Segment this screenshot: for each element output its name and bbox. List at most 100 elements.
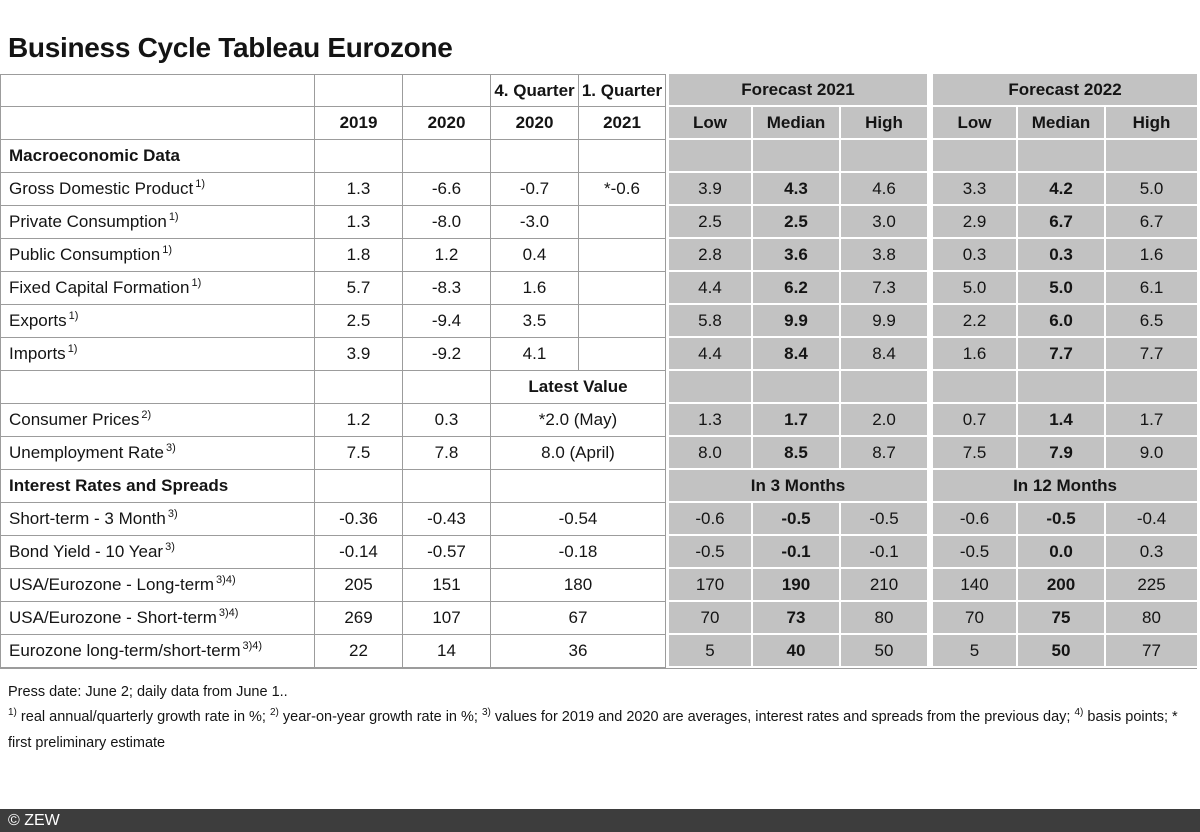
value-cell	[579, 305, 666, 338]
row-label-text: Consumer Prices	[9, 410, 140, 429]
value-cell: 0.3	[403, 404, 491, 437]
forecast-cell: 0.3	[929, 239, 1019, 272]
forecast-cell: 4.6	[841, 173, 930, 206]
forecast-cell: 4.3	[753, 173, 841, 206]
value-cell: *-0.6	[579, 173, 666, 206]
latest-value-cell: *2.0 (May)	[491, 404, 666, 437]
forecast-cell: 8.7	[841, 437, 930, 470]
latest-value-cell: 36	[491, 635, 666, 668]
forecast-cell: 5	[929, 635, 1019, 668]
page-title: Business Cycle Tableau Eurozone	[8, 32, 453, 63]
value-cell	[579, 206, 666, 239]
tableau-table-wrap: 4. Quarter 1. Quarter Forecast 2021 Forecas…	[0, 74, 1198, 669]
forecast-cell: 1.7	[1106, 404, 1198, 437]
value-cell	[579, 338, 666, 371]
col-header-high: High	[1106, 107, 1198, 140]
forecast-cell: 9.9	[841, 305, 930, 338]
value-cell: 14	[403, 635, 491, 668]
forecast-cell: 1.7	[753, 404, 841, 437]
in-12-months-header: In 12 Months	[929, 470, 1198, 503]
value-cell: -0.43	[403, 503, 491, 536]
row-label: Eurozone long-term/short-term 3)4)	[0, 635, 315, 668]
value-cell: -0.14	[315, 536, 403, 569]
row-label: Exports 1)	[0, 305, 315, 338]
forecast-cell: 5.8	[666, 305, 753, 338]
forecast-cell: 50	[841, 635, 930, 668]
row-label-text: Short-term - 3 Month	[9, 509, 166, 528]
empty-cell	[579, 140, 666, 173]
forecast-cell: 170	[666, 569, 753, 602]
row-label-sup: 3)4)	[218, 607, 239, 620]
forecast-cell: 190	[753, 569, 841, 602]
section-label: Interest Rates and Spreads	[0, 470, 315, 503]
forecast-cell: 1.4	[1018, 404, 1107, 437]
col-header-high: High	[841, 107, 930, 140]
value-cell: 2.5	[315, 305, 403, 338]
forecast-cell: 210	[841, 569, 930, 602]
forecast-cell: 50	[1018, 635, 1107, 668]
row-label-text: Unemployment Rate	[9, 443, 164, 462]
forecast-cell: 3.0	[841, 206, 930, 239]
value-cell: -9.4	[403, 305, 491, 338]
row-label: Imports 1)	[0, 338, 315, 371]
forecast-empty-cell	[929, 371, 1019, 404]
row-label-sup: 3)	[165, 442, 176, 455]
value-cell: -9.2	[403, 338, 491, 371]
value-cell: 3.9	[315, 338, 403, 371]
value-cell: 1.3	[315, 206, 403, 239]
value-cell: 1.6	[491, 272, 579, 305]
value-cell: 205	[315, 569, 403, 602]
row-label: USA/Eurozone - Long-term 3)4)	[0, 569, 315, 602]
value-cell: 7.5	[315, 437, 403, 470]
row-label: Private Consumption 1)	[0, 206, 315, 239]
row-label-text: Eurozone long-term/short-term	[9, 641, 241, 660]
forecast-cell: 8.5	[753, 437, 841, 470]
value-cell: -0.57	[403, 536, 491, 569]
empty-cell	[403, 371, 491, 404]
forecast-cell: 7.7	[1106, 338, 1198, 371]
forecast-cell: 5.0	[1106, 173, 1198, 206]
forecast-cell: 8.4	[753, 338, 841, 371]
forecast-cell: 225	[1106, 569, 1198, 602]
forecast-empty-cell	[841, 371, 930, 404]
forecast-cell: -0.1	[841, 536, 930, 569]
row-label: Bond Yield - 10 Year 3)	[0, 536, 315, 569]
forecast-cell: 8.4	[841, 338, 930, 371]
forecast-cell: -0.5	[1018, 503, 1107, 536]
forecast-cell: 0.7	[929, 404, 1019, 437]
value-cell: 1.2	[403, 239, 491, 272]
forecast-cell: 6.7	[1018, 206, 1107, 239]
footnote-sup: 1)	[8, 707, 17, 719]
forecast-cell: 7.9	[1018, 437, 1107, 470]
forecast-cell: 5.0	[1018, 272, 1107, 305]
forecast-cell: -0.1	[753, 536, 841, 569]
value-cell: 4.1	[491, 338, 579, 371]
empty-cell	[491, 140, 579, 173]
forecast-cell: 2.9	[929, 206, 1019, 239]
forecast-cell: -0.6	[666, 503, 753, 536]
col-header-blank	[315, 74, 403, 107]
footnote-text: year-on-year growth rate in %;	[278, 709, 482, 726]
copyright-text: © ZEW	[8, 811, 60, 829]
forecast-cell: 0.3	[1018, 239, 1107, 272]
latest-value-cell: 180	[491, 569, 666, 602]
empty-cell	[403, 470, 491, 503]
forecast-empty-cell	[1106, 371, 1198, 404]
value-cell: 0.4	[491, 239, 579, 272]
forecast-cell: -0.5	[666, 536, 753, 569]
value-cell: -8.0	[403, 206, 491, 239]
latest-value-cell: -0.18	[491, 536, 666, 569]
forecast-cell: 80	[841, 602, 930, 635]
row-label-sup: 3)	[165, 541, 175, 554]
empty-cell	[315, 371, 403, 404]
footnote-text: values for 2019 and 2020 are averages, i…	[490, 709, 1075, 726]
forecast-cell: 0.3	[1106, 536, 1198, 569]
forecast-empty-cell	[1018, 371, 1107, 404]
row-label-text: Fixed Capital Formation	[9, 278, 190, 297]
forecast-cell: 77	[1106, 635, 1198, 668]
forecast-cell: 80	[1106, 602, 1198, 635]
row-label-text: Gross Domestic Product	[9, 179, 194, 198]
forecast-cell: 1.3	[666, 404, 753, 437]
row-label-text: Exports	[9, 311, 67, 330]
row-label-sup: 1)	[191, 277, 202, 290]
